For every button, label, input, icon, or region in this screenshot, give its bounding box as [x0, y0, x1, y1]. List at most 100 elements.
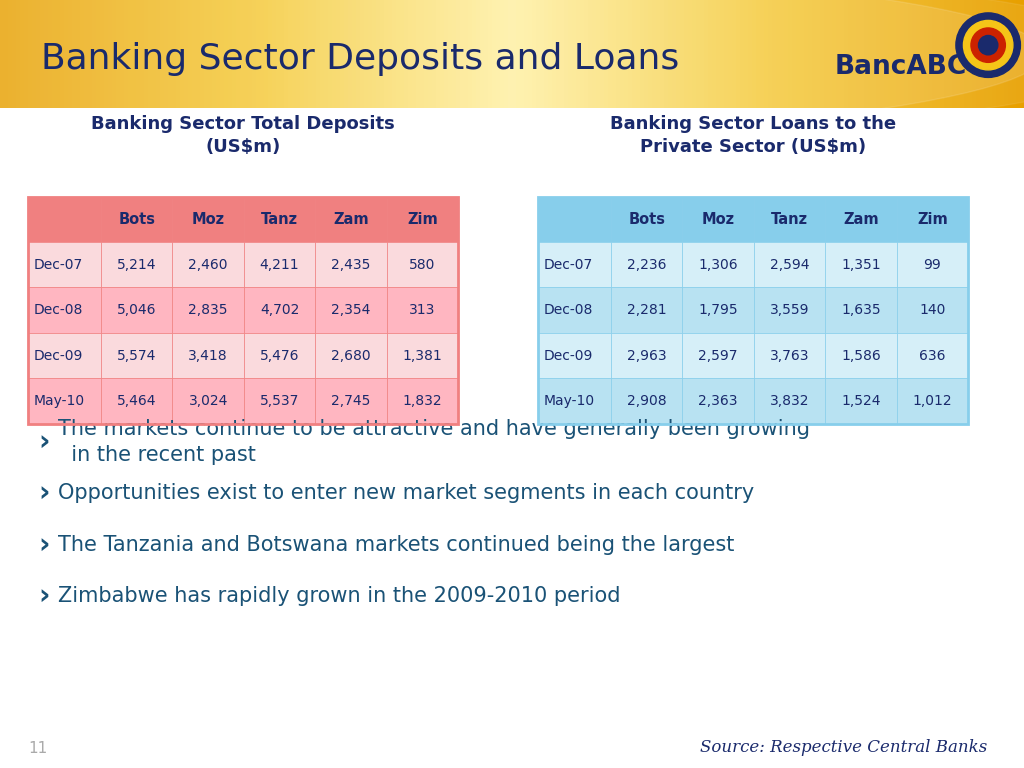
Ellipse shape — [956, 13, 1020, 78]
Bar — [897, 242, 968, 287]
Text: Zam: Zam — [843, 212, 879, 227]
Bar — [611, 333, 682, 379]
Bar — [315, 333, 387, 379]
Text: 2,680: 2,680 — [331, 349, 371, 362]
Text: 636: 636 — [920, 349, 945, 362]
Bar — [244, 379, 315, 424]
Text: ›: › — [38, 582, 49, 610]
Text: ›: › — [38, 531, 49, 558]
Bar — [754, 333, 825, 379]
Bar — [172, 333, 244, 379]
Ellipse shape — [979, 35, 997, 55]
Text: 2,594: 2,594 — [770, 258, 809, 272]
Text: 2,281: 2,281 — [627, 303, 667, 317]
Text: BancABC: BancABC — [835, 54, 967, 80]
Text: 5,214: 5,214 — [117, 258, 157, 272]
Text: 2,745: 2,745 — [331, 394, 371, 408]
Text: 3,832: 3,832 — [770, 394, 809, 408]
Bar — [682, 242, 754, 287]
Text: 1,381: 1,381 — [402, 349, 442, 362]
Bar — [682, 287, 754, 333]
Text: 140: 140 — [920, 303, 945, 317]
Text: Banking Sector Loans to the
Private Sector (US$m): Banking Sector Loans to the Private Sect… — [610, 115, 896, 157]
Bar — [825, 287, 897, 333]
Text: 2,354: 2,354 — [331, 303, 371, 317]
Circle shape — [0, 0, 1024, 151]
Bar — [244, 333, 315, 379]
Text: The Tanzania and Botswana markets continued being the largest: The Tanzania and Botswana markets contin… — [58, 535, 734, 554]
Text: Dec-09: Dec-09 — [34, 349, 83, 362]
Text: Dec-09: Dec-09 — [544, 349, 593, 362]
Text: 2,963: 2,963 — [627, 349, 667, 362]
Bar — [754, 242, 825, 287]
Text: 5,046: 5,046 — [117, 303, 157, 317]
Bar — [754, 379, 825, 424]
Text: Banking Sector Total Deposits
(US$m): Banking Sector Total Deposits (US$m) — [91, 115, 395, 157]
Bar — [897, 287, 968, 333]
Bar — [244, 242, 315, 287]
Text: 2,363: 2,363 — [698, 394, 738, 408]
Text: Opportunities exist to enter new market segments in each country: Opportunities exist to enter new market … — [58, 483, 755, 503]
Bar — [538, 379, 611, 424]
Bar — [754, 197, 825, 242]
Text: 3,418: 3,418 — [188, 349, 228, 362]
Bar — [682, 197, 754, 242]
Ellipse shape — [971, 28, 1006, 62]
Bar — [611, 287, 682, 333]
Bar — [611, 242, 682, 287]
Bar — [172, 287, 244, 333]
Bar — [825, 333, 897, 379]
Text: Moz: Moz — [191, 212, 224, 227]
Bar — [172, 379, 244, 424]
Bar — [101, 333, 172, 379]
Text: 1,832: 1,832 — [402, 394, 442, 408]
Text: 1,524: 1,524 — [841, 394, 881, 408]
Bar — [387, 287, 458, 333]
Bar — [825, 242, 897, 287]
Text: ›: › — [38, 479, 49, 507]
Bar — [315, 197, 387, 242]
Text: Bots: Bots — [629, 212, 666, 227]
Text: Dec-07: Dec-07 — [544, 258, 593, 272]
Bar — [101, 287, 172, 333]
Text: 2,460: 2,460 — [188, 258, 228, 272]
Bar — [682, 333, 754, 379]
Text: Zim: Zim — [916, 212, 947, 227]
Text: Dec-08: Dec-08 — [544, 303, 593, 317]
Bar — [28, 197, 101, 242]
Text: Zim: Zim — [407, 212, 437, 227]
Text: The markets continue to be attractive and have generally been growing
  in the r: The markets continue to be attractive an… — [58, 419, 810, 465]
Text: Zimbabwe has rapidly grown in the 2009-2010 period: Zimbabwe has rapidly grown in the 2009-2… — [58, 586, 621, 606]
Text: Banking Sector Deposits and Loans: Banking Sector Deposits and Loans — [41, 42, 679, 76]
Text: May-10: May-10 — [34, 394, 85, 408]
Bar — [315, 379, 387, 424]
Bar — [897, 333, 968, 379]
Text: 2,597: 2,597 — [698, 349, 738, 362]
Bar — [611, 379, 682, 424]
Text: 99: 99 — [924, 258, 941, 272]
Text: 2,435: 2,435 — [331, 258, 371, 272]
Bar — [611, 197, 682, 242]
Bar — [682, 379, 754, 424]
Text: Tanz: Tanz — [261, 212, 298, 227]
Text: 5,464: 5,464 — [117, 394, 157, 408]
Bar — [387, 197, 458, 242]
Text: Zam: Zam — [333, 212, 369, 227]
Bar — [315, 287, 387, 333]
Bar — [244, 197, 315, 242]
Text: 1,795: 1,795 — [698, 303, 738, 317]
Bar — [538, 287, 611, 333]
Bar — [244, 287, 315, 333]
Text: Tanz: Tanz — [771, 212, 808, 227]
Text: Source: Respective Central Banks: Source: Respective Central Banks — [700, 739, 987, 756]
Text: 3,559: 3,559 — [770, 303, 809, 317]
Bar — [28, 379, 101, 424]
Text: 1,635: 1,635 — [841, 303, 881, 317]
Text: Dec-08: Dec-08 — [34, 303, 83, 317]
Circle shape — [0, 0, 1024, 151]
Bar — [538, 242, 611, 287]
Bar — [101, 197, 172, 242]
Text: 5,476: 5,476 — [260, 349, 299, 362]
Bar — [28, 242, 101, 287]
Text: 1,012: 1,012 — [912, 394, 952, 408]
